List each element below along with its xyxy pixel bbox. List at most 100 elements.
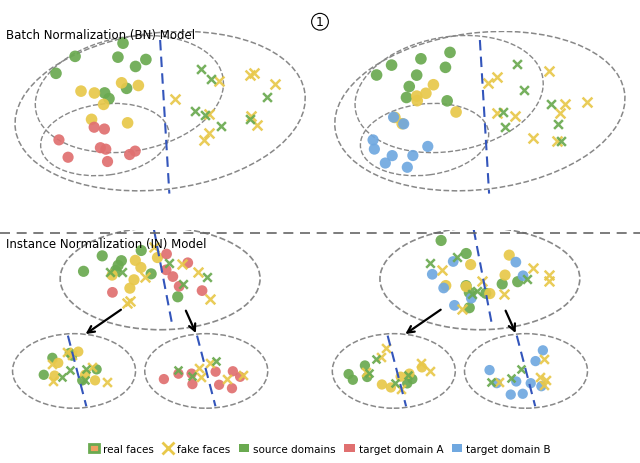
Point [531, 357, 541, 365]
Point [122, 120, 132, 127]
Point [245, 116, 255, 123]
Point [436, 237, 446, 244]
Point [500, 272, 510, 279]
Point [442, 98, 452, 105]
Point [536, 382, 547, 390]
Point [399, 121, 409, 128]
Point [77, 377, 87, 384]
Point [108, 289, 118, 296]
Point [449, 302, 460, 309]
Point [484, 290, 495, 298]
Point [97, 253, 108, 260]
Point [525, 380, 536, 387]
Point [544, 272, 554, 279]
Point [390, 379, 401, 387]
Point [428, 82, 438, 89]
Point [173, 294, 183, 301]
Point [116, 257, 127, 265]
Point [146, 270, 156, 278]
Point [387, 62, 397, 69]
Point [472, 288, 483, 295]
Point [380, 160, 390, 168]
Point [76, 88, 86, 96]
Point [513, 62, 523, 69]
Point [552, 138, 562, 145]
Point [173, 370, 184, 378]
Point [99, 90, 109, 97]
Point [528, 265, 538, 272]
Point [47, 354, 58, 362]
Point [451, 109, 461, 117]
Point [522, 275, 532, 283]
Point [371, 355, 381, 363]
Point [483, 81, 493, 88]
Point [211, 368, 221, 375]
Point [170, 96, 180, 104]
Point [556, 110, 566, 118]
Point [252, 122, 262, 129]
Point [194, 364, 204, 372]
Point [464, 304, 474, 312]
Point [425, 368, 435, 375]
Point [461, 283, 471, 291]
Point [117, 269, 127, 276]
Point [504, 252, 515, 259]
Point [129, 276, 139, 284]
Point [204, 130, 214, 138]
Point [113, 262, 124, 269]
Point [552, 121, 563, 128]
Point [100, 146, 111, 154]
Point [122, 300, 132, 307]
Point [244, 72, 255, 80]
Point [249, 70, 259, 77]
Point [174, 283, 184, 290]
Point [90, 377, 100, 384]
Point [513, 278, 523, 286]
Point [189, 108, 200, 116]
Point [70, 54, 80, 61]
Point [381, 345, 391, 352]
Point [511, 378, 522, 385]
Point [90, 90, 100, 98]
Point [516, 366, 526, 373]
Point [467, 290, 477, 298]
Point [87, 363, 97, 371]
Point [196, 374, 207, 381]
Point [539, 382, 549, 389]
Point [481, 290, 491, 297]
Point [99, 101, 109, 109]
Point [161, 251, 172, 258]
Point [386, 384, 396, 391]
Point [457, 305, 467, 313]
Point [161, 267, 172, 274]
Point [506, 375, 516, 382]
Point [422, 144, 433, 151]
Point [80, 371, 90, 379]
Text: 1: 1 [316, 16, 324, 29]
Point [396, 385, 406, 392]
Point [368, 137, 378, 144]
Point [177, 261, 187, 268]
Point [519, 88, 529, 95]
Point [560, 101, 570, 109]
Point [51, 70, 61, 78]
Point [412, 93, 422, 100]
Point [57, 373, 67, 381]
Point [538, 347, 548, 354]
Point [202, 274, 212, 282]
Point [86, 116, 97, 124]
Point [92, 366, 102, 373]
Point [518, 273, 528, 280]
Point [47, 360, 57, 368]
Point [136, 247, 147, 255]
Point [361, 368, 371, 375]
Point [125, 285, 135, 292]
Point [141, 56, 151, 64]
Point [188, 381, 198, 388]
Point [81, 365, 92, 372]
Point [390, 114, 400, 122]
Point [89, 124, 99, 131]
Point [99, 126, 109, 133]
Point [360, 362, 370, 369]
Point [387, 153, 397, 160]
